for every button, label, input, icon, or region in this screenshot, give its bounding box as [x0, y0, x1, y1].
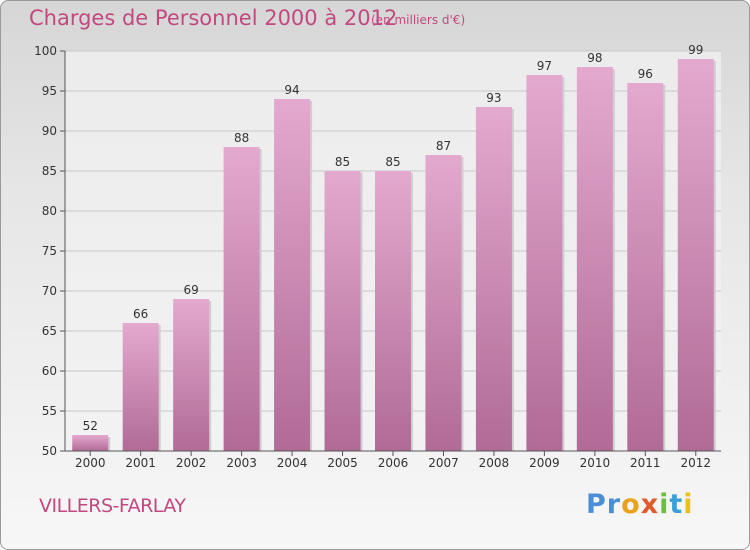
x-tick-label: 2003 — [226, 456, 257, 470]
bar — [425, 155, 462, 451]
bar — [375, 171, 411, 451]
x-tick-label: 2006 — [378, 456, 409, 470]
bar — [122, 323, 159, 451]
bar — [274, 99, 311, 451]
bar-value-label: 94 — [284, 83, 299, 97]
x-tick-label: 2010 — [580, 456, 611, 470]
bar-value-label: 88 — [234, 131, 249, 145]
x-tick-label: 2008 — [479, 456, 510, 470]
logo-letter: i — [683, 489, 694, 520]
bar-value-label: 98 — [587, 51, 602, 65]
logo-letter: t — [669, 489, 684, 520]
bar-value-label: 66 — [133, 307, 148, 321]
x-tick-label: 2002 — [176, 456, 207, 470]
bar — [173, 299, 210, 451]
bar — [223, 147, 260, 451]
logo-letter: i — [659, 489, 670, 520]
y-tick-label: 60 — [42, 364, 57, 378]
bar — [475, 107, 512, 451]
x-tick-label: 2012 — [680, 456, 711, 470]
bar-value-label: 87 — [436, 139, 451, 153]
bar — [72, 435, 109, 451]
y-tick-label: 95 — [42, 84, 57, 98]
bar-value-label: 85 — [335, 155, 350, 169]
bar-value-label: 85 — [385, 155, 400, 169]
y-tick-label: 70 — [42, 284, 57, 298]
bar-value-label: 69 — [184, 283, 199, 297]
x-tick-label: 2004 — [277, 456, 308, 470]
commune-name: VILLERS-FARLAY — [39, 495, 186, 517]
x-tick-label: 2001 — [125, 456, 156, 470]
y-tick-label: 100 — [34, 44, 57, 58]
chart-subtitle: (en milliers d'€) — [371, 13, 466, 27]
bar-value-label: 52 — [83, 419, 98, 433]
x-tick-label: 2007 — [428, 456, 459, 470]
x-axis: 2000 2001 2002 2003 2004 2005 2006 2007 2008 2009… — [65, 450, 721, 470]
y-tick-label: 50 — [42, 444, 57, 458]
bar — [526, 75, 563, 451]
logo-letter: x — [640, 489, 660, 520]
bar-value-label: 97 — [537, 59, 552, 73]
bar — [677, 59, 714, 451]
proxiti-logo: Proxiti — [586, 489, 694, 520]
y-tick-label: 75 — [42, 244, 57, 258]
y-tick-label: 55 — [42, 404, 57, 418]
y-axis: 50 55 60 65 70 75 80 85 90 95 100 — [34, 44, 66, 458]
y-tick-label: 80 — [42, 204, 57, 218]
y-tick-label: 90 — [42, 124, 57, 138]
bar-value-label: 93 — [486, 91, 501, 105]
bar-value-label: 96 — [638, 67, 653, 81]
x-tick-label: 2009 — [529, 456, 560, 470]
logo-letter: P — [586, 489, 607, 520]
logo-letter: r — [606, 489, 622, 520]
logo-letter: o — [621, 489, 641, 520]
bar — [627, 83, 664, 451]
chart-title: Charges de Personnel 2000 à 2012 — [29, 6, 398, 30]
bar — [324, 171, 361, 451]
x-tick-label: 2011 — [630, 456, 661, 470]
x-tick-label: 2005 — [327, 456, 358, 470]
y-tick-label: 85 — [42, 164, 57, 178]
bars: 52 66 69 88 94 85 85 87 93 97 98 96 99 — [72, 43, 716, 451]
bar-value-label: 99 — [688, 43, 703, 57]
x-tick-label: 2000 — [75, 456, 106, 470]
y-tick-label: 65 — [42, 324, 57, 338]
bar — [576, 67, 613, 451]
